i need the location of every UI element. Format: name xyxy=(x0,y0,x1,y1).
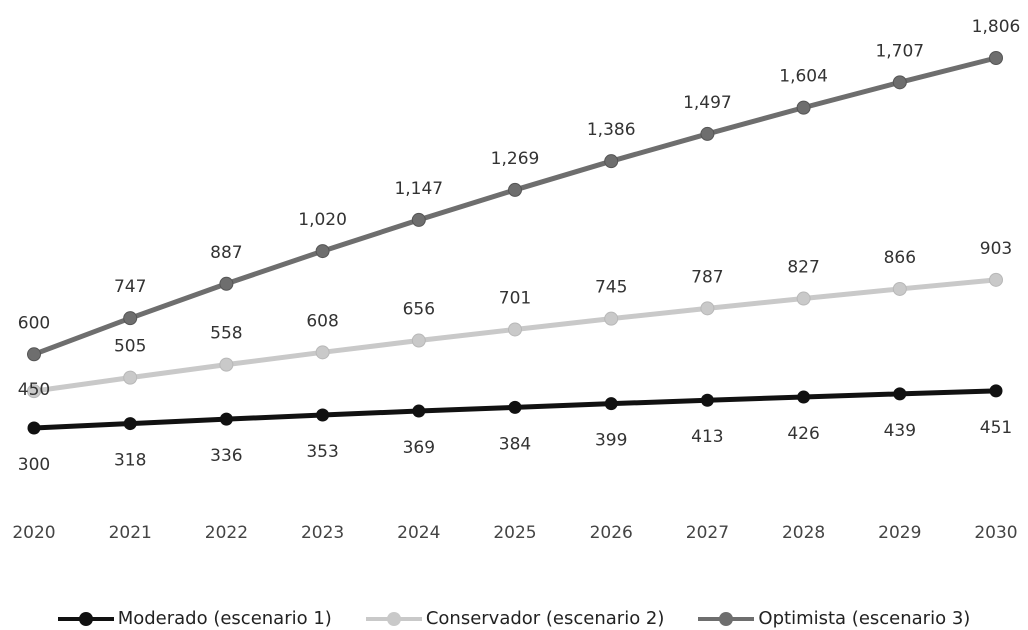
legend-item-optimista: Optimista (escenario 3) xyxy=(698,608,970,629)
x-tick-label-3: 2023 xyxy=(301,523,344,543)
data-label-s2-7: 1,497 xyxy=(683,93,732,113)
line-chart: 300 318 336 353 369 384 399 413 426 439 451 450 505 5… xyxy=(0,0,1028,600)
data-label-s0-3: 353 xyxy=(306,442,338,462)
data-point-s0-9 xyxy=(893,387,906,400)
data-point-s0-8 xyxy=(797,391,810,404)
data-point-s0-0 xyxy=(28,422,41,435)
legend-swatch-optimista xyxy=(698,610,754,628)
legend-item-moderado: Moderado (escenario 1) xyxy=(58,608,332,629)
data-point-s1-8 xyxy=(797,292,810,305)
x-tick-label-10: 2030 xyxy=(974,523,1017,543)
data-point-s1-1 xyxy=(124,371,137,384)
data-point-s1-9 xyxy=(893,282,906,295)
data-label-s2-9: 1,707 xyxy=(875,41,924,61)
data-label-s2-1: 747 xyxy=(114,277,146,297)
data-point-s2-2 xyxy=(220,277,233,290)
data-label-s2-5: 1,269 xyxy=(491,149,540,169)
x-axis-tick-labels: 2020 2021 2022 2023 2024 2025 2026 2027 2028 2029… xyxy=(12,523,1017,543)
data-label-s2-0: 600 xyxy=(18,313,50,333)
data-point-s0-1 xyxy=(124,417,137,430)
data-point-s2-10 xyxy=(990,52,1003,65)
legend-label-optimista: Optimista (escenario 3) xyxy=(758,608,970,629)
data-label-s2-4: 1,147 xyxy=(394,179,443,199)
x-tick-label-2: 2022 xyxy=(205,523,248,543)
legend: Moderado (escenario 1) Conservador (esce… xyxy=(0,608,1028,629)
series-line-2 xyxy=(34,58,996,354)
data-label-s1-8: 827 xyxy=(787,258,819,278)
data-label-s0-6: 399 xyxy=(595,431,627,451)
data-point-s1-10 xyxy=(990,273,1003,286)
series-points xyxy=(28,52,1003,435)
data-point-s2-1 xyxy=(124,312,137,325)
data-label-s1-1: 505 xyxy=(114,337,146,357)
data-label-s0-5: 384 xyxy=(499,434,531,454)
data-label-s0-10: 451 xyxy=(980,418,1012,438)
data-point-s1-2 xyxy=(220,358,233,371)
legend-item-conservador: Conservador (escenario 2) xyxy=(366,608,665,629)
data-point-s2-0 xyxy=(28,348,41,361)
data-label-s1-4: 656 xyxy=(403,300,435,320)
data-label-s1-10: 903 xyxy=(980,239,1012,259)
data-point-s0-3 xyxy=(316,408,329,421)
data-label-s1-9: 866 xyxy=(884,248,916,268)
data-label-s0-1: 318 xyxy=(114,451,146,471)
x-tick-label-1: 2021 xyxy=(109,523,152,543)
data-point-s0-6 xyxy=(605,397,618,410)
data-label-s0-4: 369 xyxy=(403,438,435,458)
data-label-s0-9: 439 xyxy=(884,421,916,441)
data-label-s2-10: 1,806 xyxy=(972,17,1021,37)
data-label-s1-3: 608 xyxy=(306,311,338,331)
series-lines xyxy=(34,58,996,428)
x-tick-label-4: 2024 xyxy=(397,523,440,543)
data-point-s2-3 xyxy=(316,245,329,258)
x-tick-label-9: 2029 xyxy=(878,523,921,543)
data-label-s0-0: 300 xyxy=(18,455,50,475)
data-label-s1-5: 701 xyxy=(499,288,531,308)
data-label-s2-6: 1,386 xyxy=(587,120,636,140)
legend-swatch-moderado xyxy=(58,610,114,628)
data-label-s2-3: 1,020 xyxy=(298,210,347,230)
x-tick-label-6: 2026 xyxy=(590,523,633,543)
data-point-s0-7 xyxy=(701,394,714,407)
data-point-s2-7 xyxy=(701,127,714,140)
data-label-s0-8: 426 xyxy=(787,424,819,444)
data-point-s1-3 xyxy=(316,346,329,359)
data-label-s1-7: 787 xyxy=(691,267,723,287)
data-point-s2-6 xyxy=(605,155,618,168)
data-label-s2-8: 1,604 xyxy=(779,67,828,87)
data-point-s1-4 xyxy=(412,334,425,347)
data-label-s0-2: 336 xyxy=(210,446,242,466)
data-label-s2-2: 887 xyxy=(210,243,242,263)
data-point-s2-9 xyxy=(893,76,906,89)
data-point-s2-5 xyxy=(509,183,522,196)
x-tick-label-0: 2020 xyxy=(12,523,55,543)
data-point-s1-7 xyxy=(701,302,714,315)
data-point-s2-4 xyxy=(412,213,425,226)
legend-label-moderado: Moderado (escenario 1) xyxy=(118,608,332,629)
data-point-s0-10 xyxy=(990,384,1003,397)
data-point-s0-2 xyxy=(220,413,233,426)
x-tick-label-8: 2028 xyxy=(782,523,825,543)
data-label-s0-7: 413 xyxy=(691,427,723,447)
legend-swatch-conservador xyxy=(366,610,422,628)
data-point-s0-4 xyxy=(412,405,425,418)
data-point-s0-5 xyxy=(509,401,522,414)
data-label-s1-2: 558 xyxy=(210,324,242,344)
x-tick-label-5: 2025 xyxy=(493,523,536,543)
data-label-s1-0: 450 xyxy=(18,380,50,400)
data-point-s1-5 xyxy=(509,323,522,336)
legend-label-conservador: Conservador (escenario 2) xyxy=(426,608,665,629)
x-tick-label-7: 2027 xyxy=(686,523,729,543)
data-point-s2-8 xyxy=(797,101,810,114)
data-label-s1-6: 745 xyxy=(595,278,627,298)
data-point-s1-6 xyxy=(605,312,618,325)
